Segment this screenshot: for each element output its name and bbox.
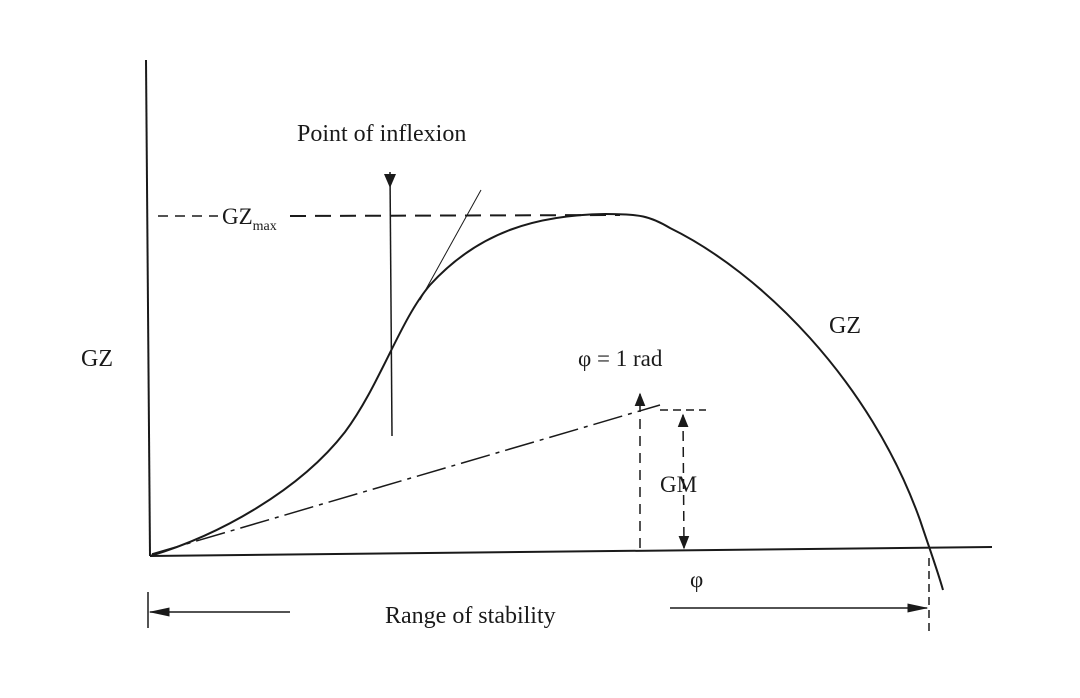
inflexion-label: Point of inflexion [297, 121, 466, 147]
inflexion-marker-line [389, 171, 393, 437]
inflexion-arrowhead [384, 174, 396, 188]
inflexion-tangent [419, 189, 482, 301]
gzmax-dashed-line-right [289, 214, 621, 217]
one-rad-label: φ = 1 rad [578, 346, 663, 371]
x-axis-line [149, 546, 993, 557]
gm-dimension-arrow [677, 413, 690, 550]
gzmax-label-main: GZ [222, 204, 253, 229]
gzmax-label-subscript: max [253, 219, 277, 234]
curve-label: GZ [829, 313, 861, 339]
gzmax-label: GZmax [222, 204, 277, 234]
y-axis-line [145, 59, 151, 557]
gm-label: GM [660, 472, 697, 497]
range-of-stability-label: Range of stability [385, 603, 556, 629]
gm-slope-line [151, 404, 661, 555]
y-axis-label: GZ [81, 346, 113, 372]
x-axis-label: φ [690, 567, 703, 592]
gz-curve [149, 212, 944, 591]
